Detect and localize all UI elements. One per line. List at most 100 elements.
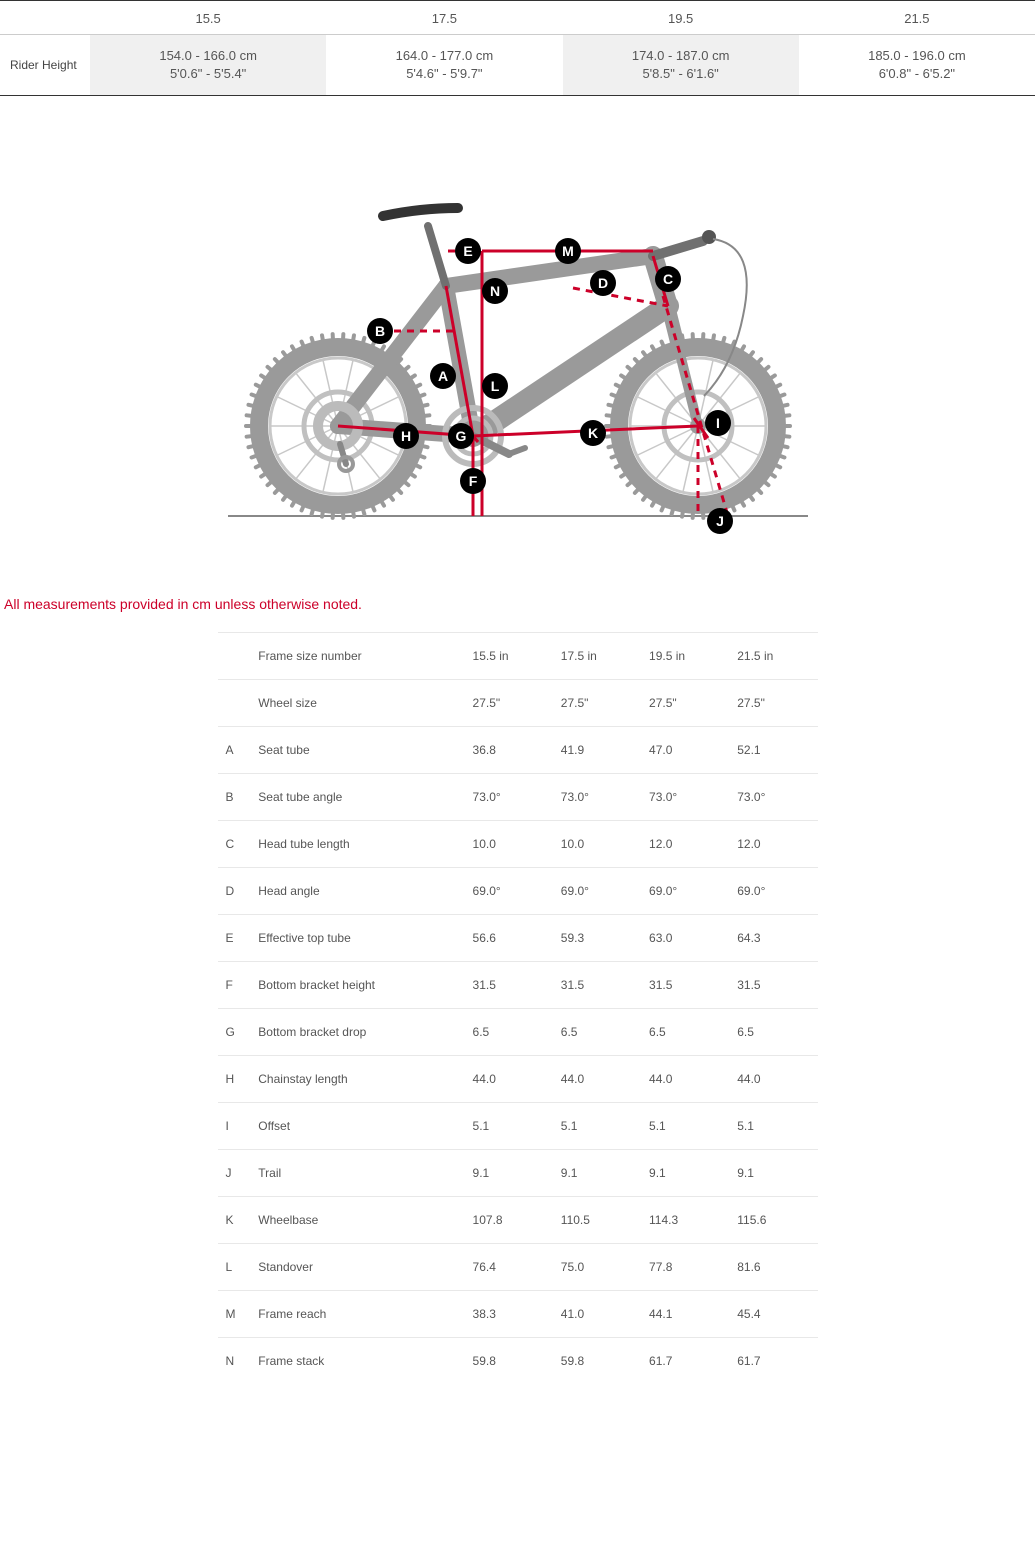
geo-letter-6: E (218, 915, 251, 962)
geometry-table: Frame size number15.5 in17.5 in19.5 in21… (218, 632, 818, 1384)
geo-letter-7: F (218, 962, 251, 1009)
geo-label-15: Frame stack (250, 1338, 464, 1385)
svg-text:N: N (489, 283, 499, 299)
geo-label-4: Head tube length (250, 821, 464, 868)
svg-text:I: I (716, 415, 720, 431)
geo-val-14-0: 38.3 (465, 1291, 553, 1338)
geo-row-14: MFrame reach38.341.044.145.4 (218, 1291, 818, 1338)
geo-val-13-1: 75.0 (553, 1244, 641, 1291)
geo-label-7: Bottom bracket height (250, 962, 464, 1009)
geo-letter-15: N (218, 1338, 251, 1385)
svg-text:J: J (716, 513, 724, 529)
geo-label-M: M (555, 238, 581, 264)
geo-val-10-2: 5.1 (641, 1103, 729, 1150)
geo-label-9: Chainstay length (250, 1056, 464, 1103)
geo-label-F: F (460, 468, 486, 494)
geo-letter-12: K (218, 1197, 251, 1244)
geo-val-12-2: 114.3 (641, 1197, 729, 1244)
geo-letter-11: J (218, 1150, 251, 1197)
rider-height-cm-1: 164.0 - 177.0 cm (326, 47, 562, 65)
geometry-svg: EMNDCBALHGFKIJ (198, 136, 838, 536)
geo-val-7-1: 31.5 (553, 962, 641, 1009)
svg-text:D: D (597, 275, 607, 291)
geo-label-14: Frame reach (250, 1291, 464, 1338)
geo-val-15-1: 59.8 (553, 1338, 641, 1385)
geo-label-1: Wheel size (250, 680, 464, 727)
geo-row-5: DHead angle69.0°69.0°69.0°69.0° (218, 868, 818, 915)
svg-text:M: M (562, 243, 574, 259)
rider-height-ft-3: 6'0.8" - 6'5.2" (799, 65, 1035, 83)
geo-row-2: ASeat tube36.841.947.052.1 (218, 727, 818, 774)
geo-val-2-1: 41.9 (553, 727, 641, 774)
geo-val-11-1: 9.1 (553, 1150, 641, 1197)
geo-val-13-0: 76.4 (465, 1244, 553, 1291)
geo-row-11: JTrail9.19.19.19.1 (218, 1150, 818, 1197)
geo-row-13: LStandover76.475.077.881.6 (218, 1244, 818, 1291)
geo-label-8: Bottom bracket drop (250, 1009, 464, 1056)
geo-val-8-2: 6.5 (641, 1009, 729, 1056)
rider-height-cm-2: 174.0 - 187.0 cm (563, 47, 799, 65)
geo-label-2: Seat tube (250, 727, 464, 774)
size-col-1: 17.5 (326, 1, 562, 35)
geo-letter-2: A (218, 727, 251, 774)
geo-val-14-3: 45.4 (729, 1291, 817, 1338)
geo-label-I: I (705, 410, 731, 436)
geo-val-0-2: 19.5 in (641, 633, 729, 680)
geo-val-8-3: 6.5 (729, 1009, 817, 1056)
geo-row-0: Frame size number15.5 in17.5 in19.5 in21… (218, 633, 818, 680)
geo-val-2-0: 36.8 (465, 727, 553, 774)
svg-text:C: C (662, 271, 672, 287)
geo-val-8-0: 6.5 (465, 1009, 553, 1056)
geo-val-0-1: 17.5 in (553, 633, 641, 680)
geo-row-4: CHead tube length10.010.012.012.0 (218, 821, 818, 868)
rider-height-cm-3: 185.0 - 196.0 cm (799, 47, 1035, 65)
geo-val-6-2: 63.0 (641, 915, 729, 962)
geo-label-10: Offset (250, 1103, 464, 1150)
geo-label-11: Trail (250, 1150, 464, 1197)
geo-row-6: EEffective top tube56.659.363.064.3 (218, 915, 818, 962)
geo-val-5-3: 69.0° (729, 868, 817, 915)
geo-val-10-3: 5.1 (729, 1103, 817, 1150)
geo-val-15-2: 61.7 (641, 1338, 729, 1385)
svg-text:E: E (463, 243, 472, 259)
geo-label-6: Effective top tube (250, 915, 464, 962)
geo-letter-3: B (218, 774, 251, 821)
geo-val-7-2: 31.5 (641, 962, 729, 1009)
geo-val-3-1: 73.0° (553, 774, 641, 821)
geo-letter-10: I (218, 1103, 251, 1150)
geo-label-5: Head angle (250, 868, 464, 915)
geo-label-D: D (590, 270, 616, 296)
geo-label-N: N (482, 278, 508, 304)
geo-val-4-1: 10.0 (553, 821, 641, 868)
geo-letter-4: C (218, 821, 251, 868)
geo-val-0-0: 15.5 in (465, 633, 553, 680)
geo-val-11-2: 9.1 (641, 1150, 729, 1197)
svg-text:A: A (437, 368, 447, 384)
geo-label-B: B (367, 318, 393, 344)
geo-val-8-1: 6.5 (553, 1009, 641, 1056)
geo-val-6-3: 64.3 (729, 915, 817, 962)
rider-height-cell-0: 154.0 - 166.0 cm 5'0.6" - 5'5.4" (90, 35, 326, 96)
geo-val-3-2: 73.0° (641, 774, 729, 821)
geo-val-1-1: 27.5" (553, 680, 641, 727)
geo-val-14-1: 41.0 (553, 1291, 641, 1338)
geo-row-8: GBottom bracket drop6.56.56.56.5 (218, 1009, 818, 1056)
geo-val-15-3: 61.7 (729, 1338, 817, 1385)
size-col-2: 19.5 (563, 1, 799, 35)
size-header-row: 15.5 17.5 19.5 21.5 (0, 1, 1035, 35)
svg-text:B: B (374, 323, 384, 339)
geo-val-3-3: 73.0° (729, 774, 817, 821)
svg-text:H: H (400, 428, 410, 444)
geo-val-3-0: 73.0° (465, 774, 553, 821)
rider-height-ft-0: 5'0.6" - 5'5.4" (90, 65, 326, 83)
geo-val-1-0: 27.5" (465, 680, 553, 727)
geo-val-11-0: 9.1 (465, 1150, 553, 1197)
geo-label-13: Standover (250, 1244, 464, 1291)
geo-val-9-3: 44.0 (729, 1056, 817, 1103)
svg-text:G: G (455, 428, 466, 444)
geo-letter-1 (218, 680, 251, 727)
geo-val-10-0: 5.1 (465, 1103, 553, 1150)
geo-val-12-0: 107.8 (465, 1197, 553, 1244)
geo-row-7: FBottom bracket height31.531.531.531.5 (218, 962, 818, 1009)
geo-val-4-3: 12.0 (729, 821, 817, 868)
